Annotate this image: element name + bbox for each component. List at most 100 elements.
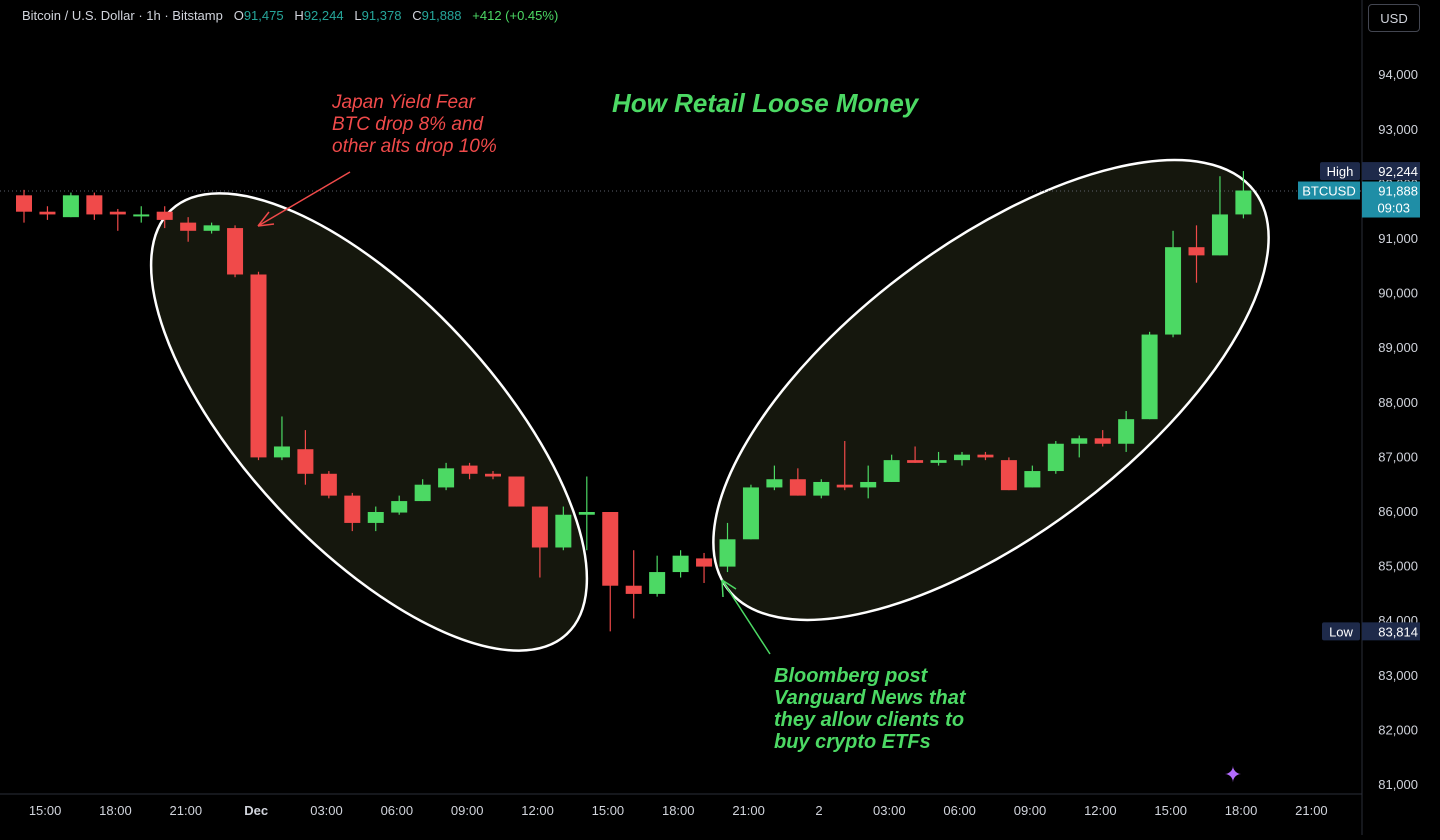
candle[interactable] [250, 271, 267, 461]
candle-body[interactable] [1094, 438, 1111, 444]
candle[interactable] [531, 506, 548, 578]
candle[interactable] [461, 462, 478, 480]
candle-body[interactable] [649, 572, 666, 594]
candle-body[interactable] [62, 195, 79, 218]
candle[interactable] [696, 552, 713, 583]
candle[interactable] [438, 462, 455, 491]
candle[interactable] [789, 468, 806, 496]
candle-body[interactable] [203, 225, 220, 231]
candle[interactable] [977, 451, 994, 461]
candle[interactable] [16, 189, 32, 223]
candle[interactable] [625, 550, 642, 619]
candle-body[interactable] [438, 468, 455, 488]
currency-button[interactable]: USD [1368, 4, 1420, 32]
candle-body[interactable] [320, 473, 337, 496]
candle-body[interactable] [742, 487, 759, 540]
candle[interactable] [367, 506, 384, 532]
ai-sparkle-icon[interactable]: ✦ [1223, 762, 1243, 787]
candle-body[interactable] [578, 512, 595, 515]
candle-body[interactable] [273, 446, 290, 458]
candle-body[interactable] [156, 211, 173, 220]
candle[interactable] [109, 208, 126, 231]
candle-body[interactable] [414, 484, 431, 502]
candle-body[interactable] [1000, 460, 1017, 491]
candle-body[interactable] [1188, 247, 1205, 256]
candle[interactable] [227, 225, 244, 278]
candle[interactable] [273, 416, 290, 461]
candle[interactable] [1211, 176, 1228, 256]
candle-body[interactable] [133, 214, 150, 217]
candle-body[interactable] [508, 476, 525, 507]
candle[interactable] [1000, 457, 1017, 491]
candle-body[interactable] [672, 555, 689, 573]
candle[interactable] [907, 446, 924, 463]
candle-body[interactable] [16, 195, 32, 212]
candle-body[interactable] [977, 454, 994, 458]
candle[interactable] [508, 476, 525, 507]
candle-body[interactable] [1071, 438, 1088, 444]
candle[interactable] [1235, 171, 1252, 219]
candle-body[interactable] [227, 228, 244, 275]
candle[interactable] [649, 555, 666, 597]
candle-body[interactable] [1235, 190, 1252, 215]
candle-body[interactable] [39, 211, 56, 215]
candle-body[interactable] [367, 512, 384, 523]
candle-body[interactable] [789, 479, 806, 496]
candle-body[interactable] [461, 465, 478, 474]
candle[interactable] [62, 192, 79, 218]
candle-body[interactable] [719, 539, 736, 567]
candle[interactable] [320, 471, 337, 499]
candle[interactable] [742, 484, 759, 540]
candle[interactable] [813, 479, 830, 499]
candle-body[interactable] [602, 512, 619, 586]
candle-body[interactable] [1118, 419, 1135, 444]
candle-body[interactable] [1165, 247, 1182, 335]
candle[interactable] [391, 495, 408, 515]
candle-body[interactable] [250, 274, 267, 458]
candle-body[interactable] [1024, 471, 1041, 488]
candle[interactable] [133, 206, 150, 223]
candle[interactable] [883, 454, 900, 482]
candle[interactable] [203, 222, 220, 234]
candle[interactable] [1071, 435, 1088, 458]
candle[interactable] [485, 471, 501, 480]
candle-body[interactable] [180, 222, 197, 231]
candle-body[interactable] [766, 479, 783, 488]
candle-body[interactable] [555, 514, 572, 548]
candle[interactable] [1118, 410, 1135, 452]
candle[interactable] [1188, 225, 1205, 283]
candle[interactable] [672, 550, 689, 578]
candle[interactable] [414, 479, 431, 502]
candle-body[interactable] [954, 454, 970, 461]
candle-body[interactable] [531, 506, 548, 548]
candle[interactable] [156, 206, 173, 229]
candle-body[interactable] [86, 195, 103, 215]
candle-body[interactable] [1211, 214, 1228, 256]
candle[interactable] [297, 430, 314, 485]
candle[interactable] [180, 217, 197, 242]
candle[interactable] [86, 192, 103, 220]
candle[interactable] [344, 492, 361, 532]
candle[interactable] [860, 465, 877, 499]
candle[interactable] [1141, 331, 1158, 420]
candle-body[interactable] [907, 460, 924, 463]
candle[interactable] [766, 465, 783, 491]
candle-body[interactable] [930, 460, 947, 463]
candle-body[interactable] [883, 460, 900, 482]
candle-body[interactable] [1047, 443, 1064, 472]
candle[interactable] [1165, 230, 1182, 338]
candle[interactable] [1047, 441, 1064, 474]
candle-body[interactable] [813, 481, 830, 496]
candle[interactable] [578, 476, 595, 551]
candle[interactable] [602, 512, 619, 632]
candle[interactable] [39, 206, 56, 220]
candle-body[interactable] [344, 495, 361, 523]
candle-body[interactable] [1141, 334, 1158, 420]
candle[interactable] [1094, 430, 1111, 447]
candle[interactable] [555, 506, 572, 551]
candle-body[interactable] [109, 211, 126, 215]
candle-body[interactable] [625, 585, 642, 594]
candle-body[interactable] [485, 473, 501, 477]
